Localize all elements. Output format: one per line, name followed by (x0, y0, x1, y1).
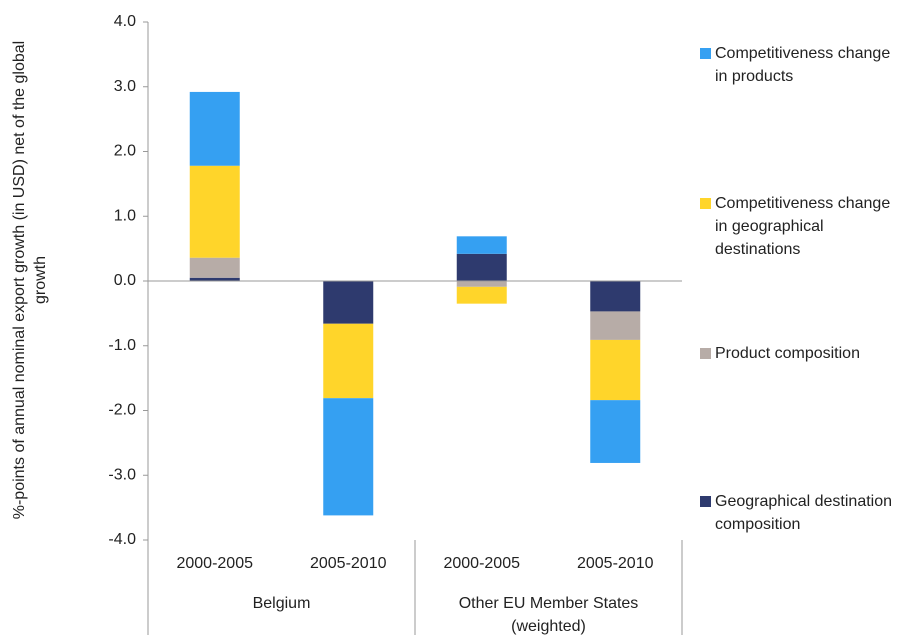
bar-segment (189, 165, 240, 258)
bar-segment (189, 257, 240, 278)
legend-label: Product composition (715, 345, 860, 362)
legend-swatch (700, 198, 711, 209)
y-tick-label: -1.0 (108, 337, 136, 354)
bar-segment (323, 281, 374, 324)
x-tick-label: 2005-2010 (310, 555, 387, 572)
x-tick-label: 2000-2005 (176, 555, 253, 572)
y-tick-label: 1.0 (114, 207, 136, 224)
bar-segment (323, 398, 374, 516)
group-label: Belgium (252, 595, 311, 612)
legend-label: Geographical destination composition (715, 493, 893, 533)
bar-segment (456, 281, 507, 287)
y-tick-label: -2.0 (108, 402, 136, 419)
bar-segment (590, 281, 641, 312)
x-tick-label: 2005-2010 (577, 555, 654, 572)
y-tick-label: 0.0 (114, 272, 136, 289)
legend-label: Competitiveness change in products (715, 45, 891, 85)
bar-segment (456, 236, 507, 254)
legend-label: Competitiveness change in geographical d… (715, 195, 891, 258)
bar-segment (590, 339, 641, 401)
legend-swatch (700, 48, 711, 59)
legend-swatch (700, 496, 711, 507)
y-tick-label: 3.0 (114, 78, 136, 95)
bar-segment (189, 277, 240, 281)
y-tick-label: -4.0 (108, 531, 136, 548)
bar-segment (590, 400, 641, 463)
legend-swatch (700, 348, 711, 359)
y-tick-label: 2.0 (114, 143, 136, 160)
bar-segment (323, 323, 374, 399)
bar-segment (189, 91, 240, 166)
group-label: Other EU Member States (weighted) (458, 595, 639, 635)
y-tick-label: -3.0 (108, 466, 136, 483)
y-tick-label: 4.0 (114, 13, 136, 30)
bar-segment (456, 253, 507, 281)
bar-segment (590, 311, 641, 340)
x-tick-label: 2000-2005 (443, 555, 520, 572)
y-axis-title: %-points of annual nominal export growth… (11, 40, 49, 520)
bar-segment (456, 286, 507, 304)
